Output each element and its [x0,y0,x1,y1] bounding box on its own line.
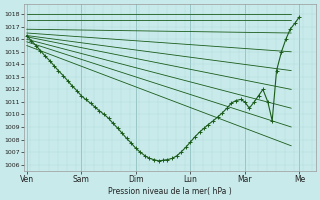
X-axis label: Pression niveau de la mer( hPa ): Pression niveau de la mer( hPa ) [108,187,232,196]
